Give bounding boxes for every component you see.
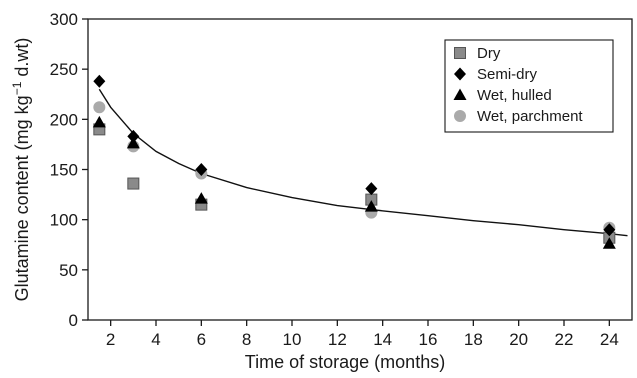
x-tick-label: 8 <box>242 330 251 349</box>
y-tick-label: 0 <box>69 311 78 330</box>
x-tick-label: 16 <box>419 330 438 349</box>
x-axis-title: Time of storage (months) <box>245 352 445 372</box>
point-semi-dry <box>127 129 140 143</box>
point-dry <box>127 177 140 190</box>
x-tick-label: 24 <box>600 330 619 349</box>
legend-marker-dry <box>454 47 466 59</box>
point-wet-hulled <box>364 200 378 212</box>
x-tick-label: 12 <box>328 330 347 349</box>
y-tick-label: 250 <box>50 60 78 79</box>
legend-box <box>444 39 614 133</box>
legend-label-semi-dry: Semi-dry <box>477 66 538 83</box>
x-tick-label: 10 <box>283 330 302 349</box>
point-semi-dry <box>195 163 208 176</box>
point-wet-hulled <box>92 115 106 128</box>
y-axis-title-tail: d.wt) <box>12 38 32 82</box>
y-axis-title-superscript: −1 <box>10 81 24 95</box>
point-wet-hulled <box>602 237 616 249</box>
legend-label-wet-hulled: Wet, hulled <box>477 87 552 104</box>
legend-marker-wet-parchment <box>454 110 466 122</box>
point-semi-dry <box>93 74 106 88</box>
x-tick-label: 2 <box>106 330 115 349</box>
x-tick-label: 4 <box>151 330 160 349</box>
y-axis-title-main: Glutamine content (mg kg <box>12 95 32 301</box>
y-tick-label: 300 <box>50 10 78 29</box>
point-semi-dry <box>365 182 378 196</box>
x-tick-label: 6 <box>197 330 206 349</box>
x-tick-label: 14 <box>373 330 392 349</box>
y-tick-label: 50 <box>59 261 78 280</box>
y-axis-title: Glutamine content (mg kg−1 d.wt) <box>10 38 32 302</box>
legend-marker-semi-dry <box>454 67 466 81</box>
legend-label-dry: Dry <box>477 45 501 62</box>
point-semi-dry <box>603 223 616 237</box>
legend-label-wet-parchment: Wet, parchment <box>477 108 583 125</box>
trend-line <box>98 88 628 237</box>
x-tick-label: 22 <box>555 330 574 349</box>
legend-marker-wet-hulled <box>453 88 467 100</box>
x-tick-label: 18 <box>464 330 483 349</box>
point-wet-parchment <box>93 101 106 114</box>
x-tick-label: 20 <box>509 330 528 349</box>
y-tick-label: 200 <box>50 110 78 129</box>
y-tick-label: 150 <box>50 161 78 180</box>
point-wet-hulled <box>194 192 208 204</box>
y-tick-label: 100 <box>50 211 78 230</box>
